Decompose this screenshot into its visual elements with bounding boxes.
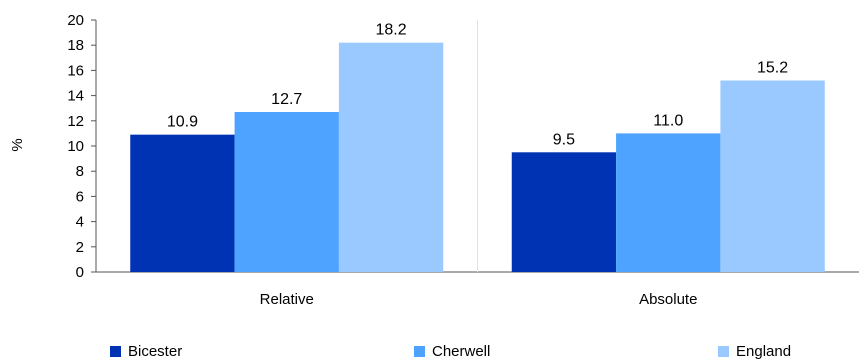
y-tick-label: 12 [67,113,84,130]
y-tick-label: 8 [76,163,84,180]
y-tick-label: 20 [67,12,84,29]
bar [234,111,339,272]
legend-swatch-cherwell [414,346,425,357]
y-axis: 0 2 4 6 8 10 12 14 16 18 20 [67,12,97,281]
bar [338,42,444,273]
legend-swatch-england [718,346,729,357]
bar-value-label: 15.2 [757,59,788,76]
bar-value-label: 11.0 [653,112,683,129]
bar [720,80,825,272]
y-tick-label: 0 [76,264,84,281]
y-tick-label: 14 [67,88,84,105]
x-tick-label: Relative [260,291,314,308]
bar [511,152,617,272]
legend-label-cherwell: Cherwell [432,343,491,360]
legend-label-bicester: Bicester [128,343,183,360]
legend-item-cherwell: Cherwell [414,343,490,360]
y-tick-label: 6 [76,188,84,205]
bar-value-label: 18.2 [376,22,407,39]
bars [130,42,825,273]
legend-swatch-bicester [110,346,121,357]
legend-item-england: England [718,343,791,360]
legend: Bicester Cherwell England [0,343,859,360]
y-axis-label: % [9,138,26,151]
legend-label-england: England [736,343,792,360]
x-tick-label: Absolute [639,291,697,308]
y-tick-label: 18 [67,37,84,54]
bar-value-label: 12.7 [271,91,302,108]
bar [130,134,235,272]
y-tick-label: 2 [76,239,84,256]
bar-value-label: 10.9 [167,114,198,131]
bar-value-label: 9.5 [553,131,575,148]
y-tick-label: 10 [67,138,84,155]
value-labels: 10.9 9.5 12.7 11.0 18.2 15.2 [167,22,788,149]
legend-item-bicester: Bicester [110,343,182,360]
y-tick-label: 4 [76,214,84,231]
y-tick-label: 16 [67,62,84,79]
bar [616,133,721,272]
